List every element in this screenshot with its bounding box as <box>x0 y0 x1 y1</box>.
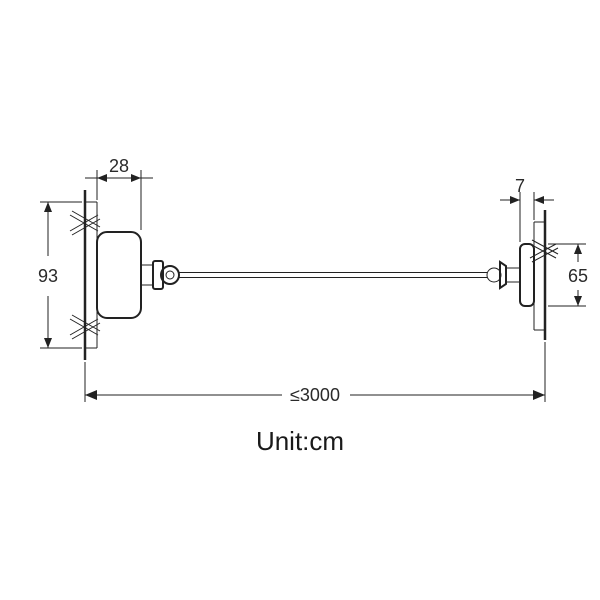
left-housing <box>97 232 141 318</box>
dim-left-height: 93 <box>38 202 82 348</box>
dim-right-depth-value: 7 <box>515 176 525 196</box>
dim-left-height-value: 93 <box>38 266 58 286</box>
dimension-drawing: 93 28 7 65 <box>0 0 600 600</box>
dim-span-value: ≤3000 <box>290 385 340 405</box>
right-receiver <box>520 244 534 306</box>
unit-label: Unit:cm <box>256 426 344 456</box>
dim-right-height-value: 65 <box>568 266 588 286</box>
left-knob <box>141 261 179 289</box>
dim-left-depth-value: 28 <box>109 156 129 176</box>
dim-span: ≤3000 <box>85 342 545 405</box>
dim-left-depth: 28 <box>85 156 153 230</box>
right-hook <box>487 262 520 288</box>
dim-right-height: 65 <box>548 244 588 306</box>
